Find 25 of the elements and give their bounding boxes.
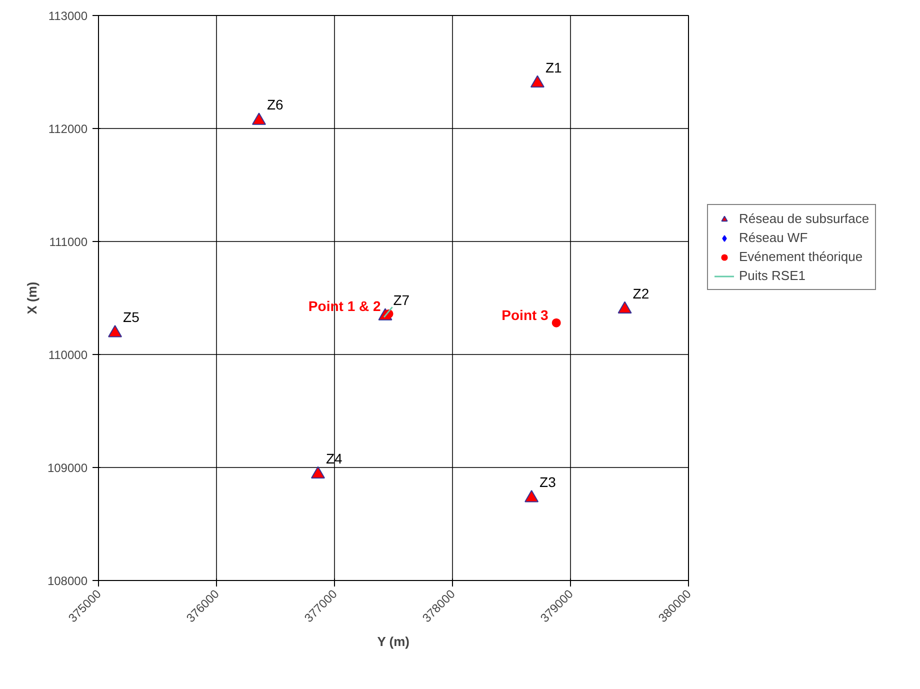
point	[524, 490, 539, 502]
annotation: Z3	[540, 474, 556, 490]
y-tick-label: 108000	[47, 574, 88, 588]
point	[252, 112, 266, 125]
y-tick-label: 109000	[47, 461, 88, 475]
point	[530, 75, 544, 88]
y-tick-label: 113000	[48, 9, 88, 23]
point	[310, 466, 325, 479]
y-tick-label: 110000	[48, 348, 88, 362]
y-tick-label: 112000	[48, 122, 88, 136]
annotation: Z1	[545, 59, 562, 76]
legend-label: Evénement théorique	[739, 249, 863, 264]
annotation: Z2	[632, 285, 650, 302]
y-tick-label: 111000	[49, 235, 88, 249]
point	[108, 325, 122, 338]
annotation: Z6	[266, 96, 284, 113]
annotation: Z7	[393, 292, 410, 308]
y-axis-title: X (m)	[24, 282, 40, 314]
point	[618, 301, 632, 314]
x-axis-title: Y (m)	[377, 634, 410, 650]
legend-label: Réseau de subsurface	[739, 211, 870, 226]
legend-label: Puits RSE1	[739, 268, 806, 283]
legend-label: Réseau WF	[739, 230, 808, 245]
annotation: Z5	[123, 309, 140, 326]
annotation: Point 3	[502, 306, 549, 323]
